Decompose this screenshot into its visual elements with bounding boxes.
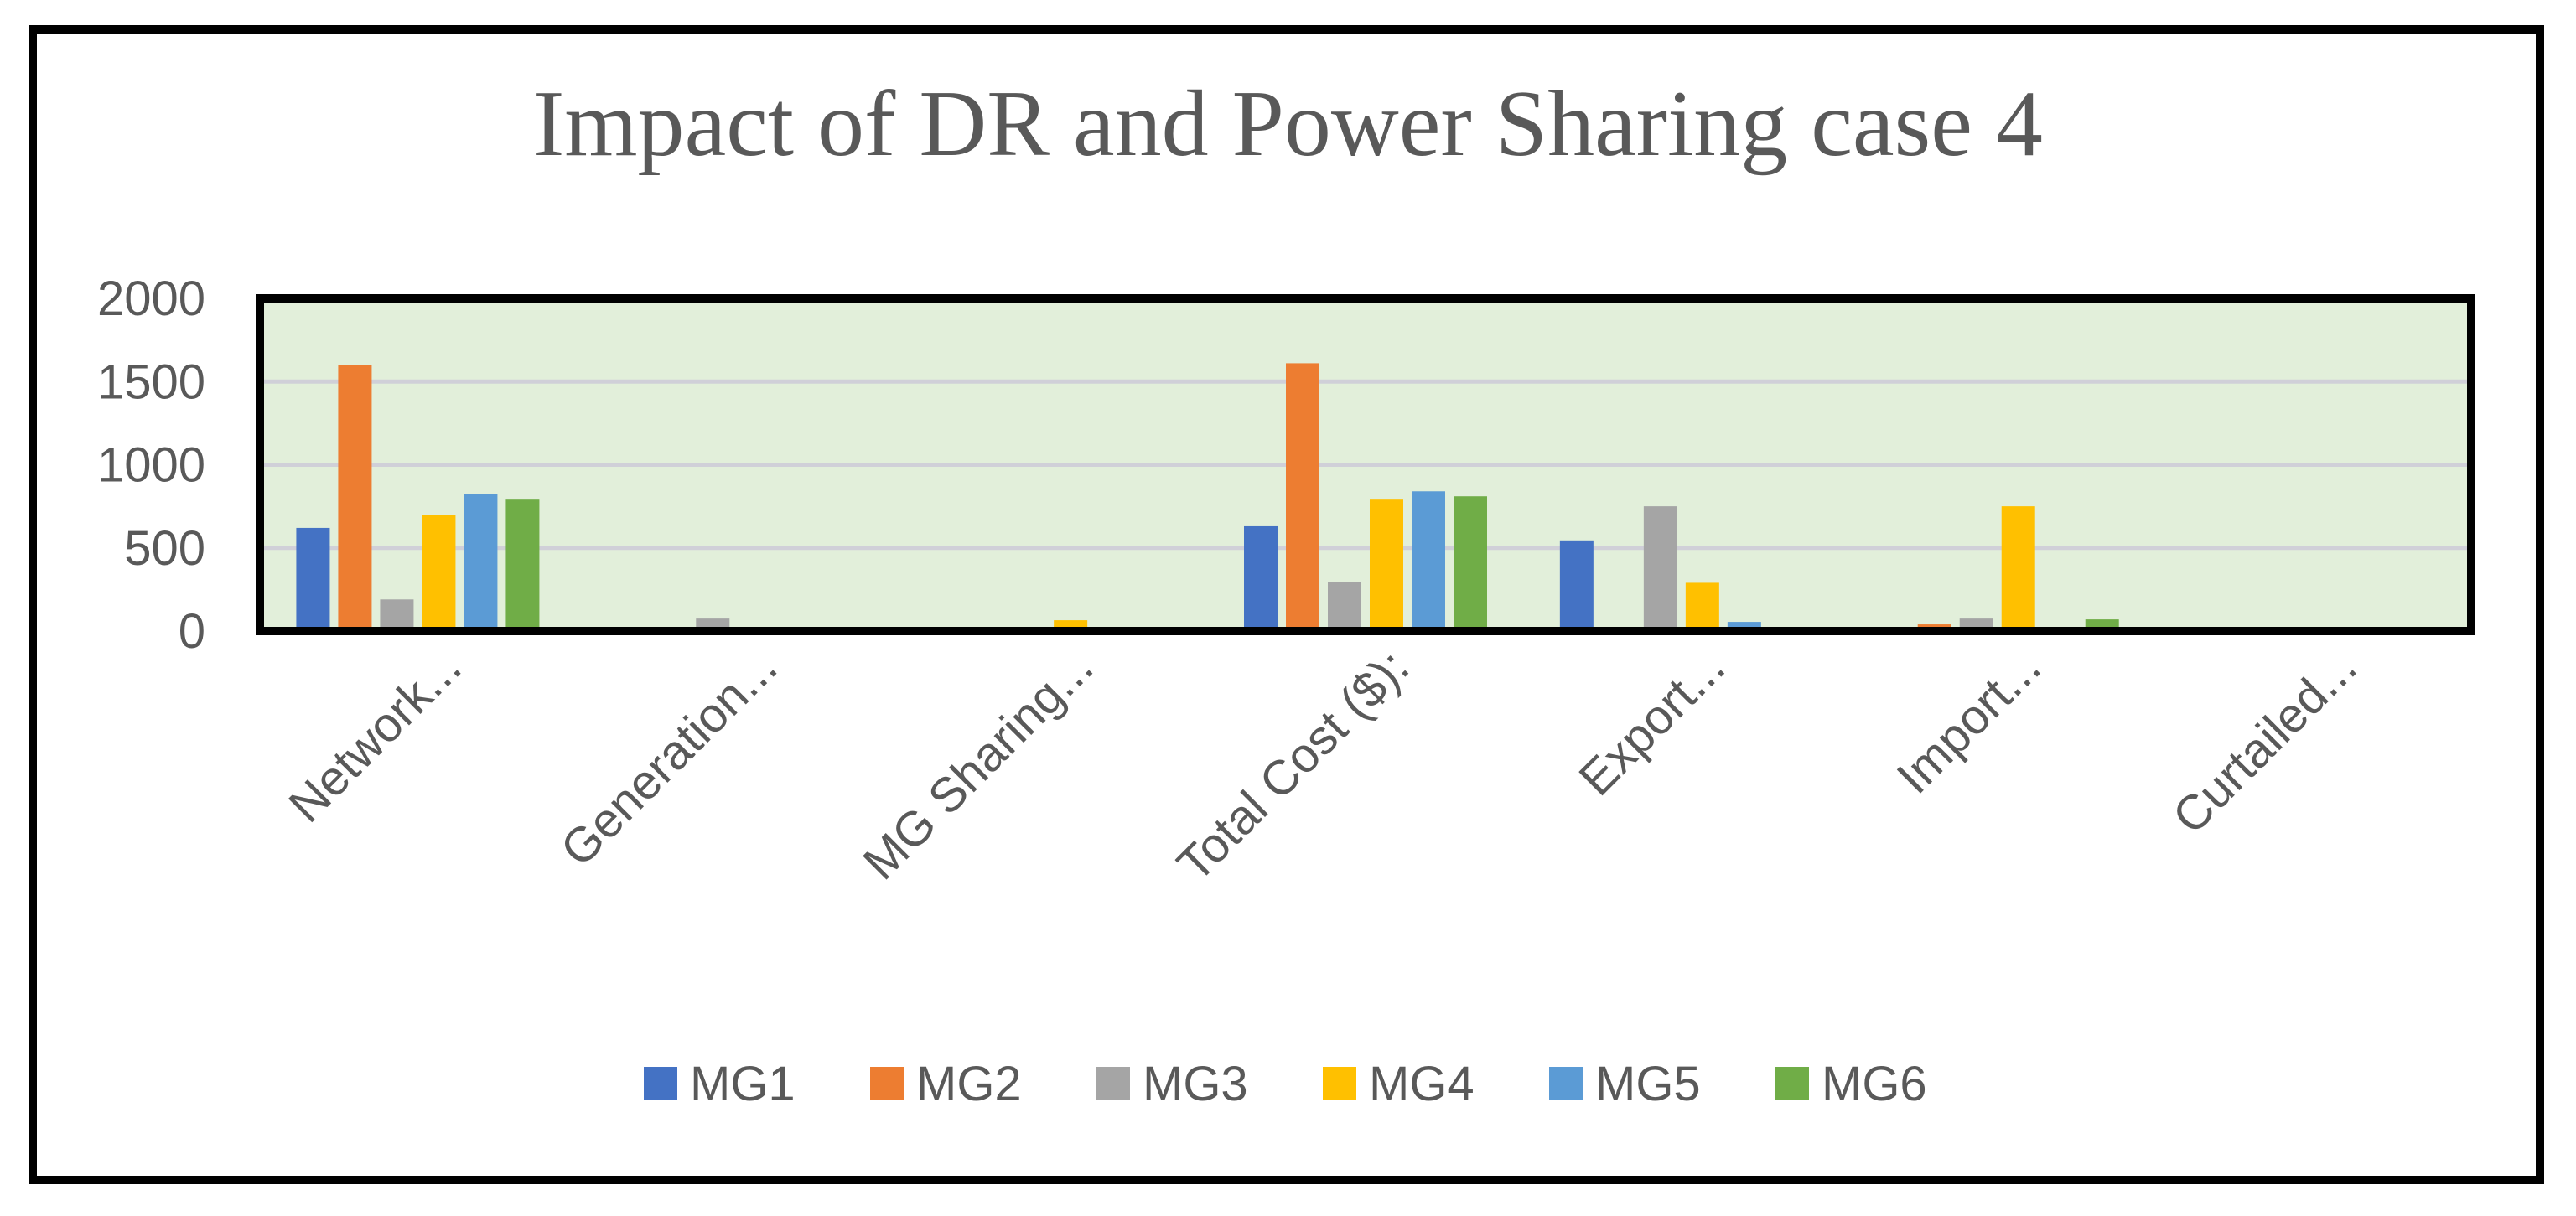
bar-mg4-0: [422, 515, 456, 631]
legend-swatch-mg2: [870, 1067, 904, 1100]
legend-swatch-mg5: [1549, 1067, 1583, 1100]
bar-mg4-4: [1685, 582, 1719, 631]
bar-mg3-4: [1643, 506, 1677, 631]
y-tick-label: 500: [124, 521, 205, 576]
x-axis-labels: Network... Generation... MG Sharing... Tota…: [278, 639, 2367, 892]
legend-label-mg4: MG4: [1369, 1057, 1475, 1111]
legend-label-mg3: MG3: [1143, 1057, 1248, 1111]
bar-mg6-3: [1454, 496, 1487, 631]
legend-label-mg2: MG2: [916, 1057, 1022, 1111]
y-tick-label: 2000: [97, 272, 205, 326]
plot-border: [256, 294, 2475, 635]
bar-mg2-0: [338, 365, 372, 631]
x-category-label: Import...: [1887, 639, 2051, 804]
legend-label-mg1: MG1: [690, 1057, 796, 1111]
bar-mg2-3: [1286, 363, 1319, 631]
legend-swatch-mg6: [1775, 1067, 1809, 1100]
legend-swatch-mg4: [1323, 1067, 1356, 1100]
bar-mg4-5: [2001, 506, 2035, 631]
y-tick-label: 1000: [97, 438, 205, 493]
legend-swatch-mg1: [644, 1067, 677, 1100]
legend-label-mg6: MG6: [1822, 1057, 1927, 1111]
x-category-label: Total Cost ($):: [1167, 639, 1419, 892]
bar-mg1-0: [296, 527, 330, 631]
bar-mg4-3: [1370, 499, 1403, 631]
legend: MG1 MG2 MG3 MG4 MG5 MG6: [644, 1057, 1927, 1111]
bar-mg5-3: [1412, 491, 1445, 631]
bar-mg1-4: [1559, 540, 1594, 631]
plot-area: [260, 298, 2471, 631]
y-tick-label: 0: [179, 604, 205, 659]
bar-mg1-3: [1244, 525, 1278, 631]
x-category-label: Network...: [278, 639, 472, 833]
x-category-label: Generation...: [550, 639, 787, 877]
bar-mg5-4: [1727, 622, 1761, 631]
chart-title: Impact of DR and Power Sharing case 4: [533, 72, 2043, 176]
x-category-label: MG Sharing...: [853, 639, 1103, 890]
bar-mg3-3: [1328, 582, 1361, 631]
bar-mg5-0: [464, 494, 498, 631]
bar-mg6-0: [505, 499, 540, 631]
bar-mg3-0: [380, 599, 414, 631]
y-tick-label: 1500: [97, 354, 205, 409]
x-category-label: Curtailed...: [2162, 639, 2366, 844]
x-category-label: Export...: [1568, 639, 1735, 806]
bars: [296, 363, 2119, 631]
legend-swatch-mg3: [1096, 1067, 1130, 1100]
y-axis-ticks: 0 500 1000 1500 2000: [97, 272, 205, 659]
legend-label-mg5: MG5: [1595, 1057, 1701, 1111]
